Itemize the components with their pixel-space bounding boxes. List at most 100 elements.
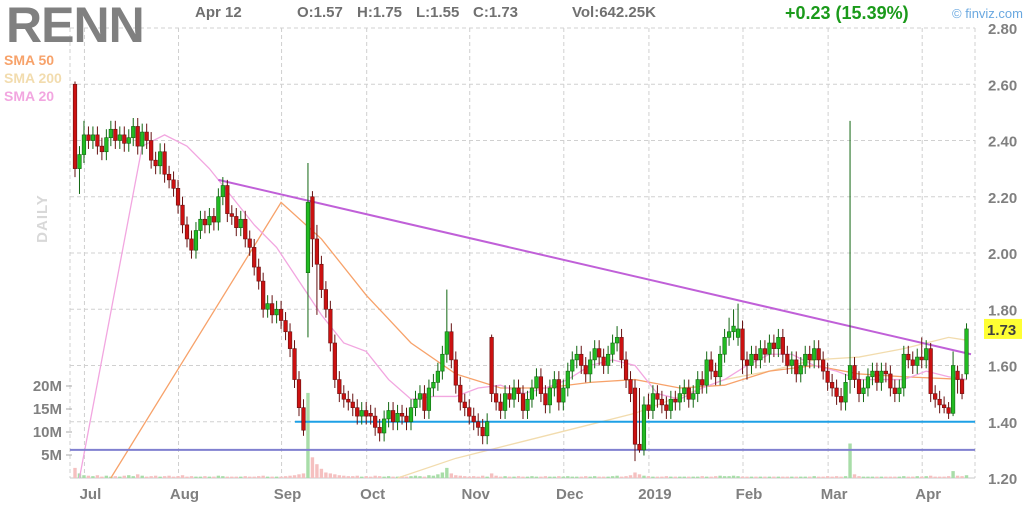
volume-bar bbox=[937, 476, 942, 478]
candle-body bbox=[77, 154, 82, 169]
candle-body bbox=[825, 370, 830, 383]
volume-bar bbox=[588, 476, 592, 478]
candle-body bbox=[184, 224, 190, 240]
candle-body bbox=[149, 140, 154, 161]
candle-body bbox=[749, 353, 754, 366]
volume-bar bbox=[476, 476, 480, 478]
volume-bar bbox=[234, 476, 238, 478]
volume-bar bbox=[960, 476, 964, 478]
candle-body bbox=[117, 134, 122, 141]
volume-bar bbox=[346, 476, 350, 478]
volume-bar bbox=[216, 475, 221, 478]
candle-body bbox=[901, 353, 906, 389]
volume-bar bbox=[920, 476, 924, 478]
candle-body bbox=[373, 415, 378, 428]
candle-body bbox=[417, 393, 423, 400]
volume-bar bbox=[924, 476, 928, 478]
current-price-badge bbox=[984, 318, 1022, 339]
volume-bar bbox=[606, 476, 610, 478]
volume-bar bbox=[691, 476, 695, 478]
open-value: O:1.57 bbox=[297, 4, 343, 21]
volume-bar bbox=[610, 476, 615, 478]
candle-body bbox=[650, 393, 656, 411]
candle-body bbox=[337, 379, 342, 394]
volume-bar bbox=[722, 476, 727, 478]
candle-body bbox=[296, 379, 302, 408]
candle-body bbox=[292, 348, 297, 380]
volume-bar bbox=[592, 476, 597, 478]
volume-bar bbox=[575, 476, 579, 478]
candle-body bbox=[350, 401, 355, 408]
candle-body bbox=[547, 387, 552, 406]
volume-bar bbox=[682, 476, 686, 478]
price-tick-label: 2.40 bbox=[988, 134, 1017, 151]
volume-bar bbox=[727, 476, 731, 478]
candle-body bbox=[287, 331, 293, 349]
volume-bar bbox=[310, 457, 315, 478]
candle-body bbox=[301, 407, 306, 431]
candle-body bbox=[399, 413, 405, 417]
volume-bar bbox=[73, 467, 77, 478]
volume-bar bbox=[808, 476, 812, 478]
volume-bar bbox=[955, 475, 960, 478]
volume-bar bbox=[713, 476, 718, 478]
candle-body bbox=[785, 353, 790, 366]
brand-link[interactable]: © finviz.com bbox=[952, 6, 1023, 21]
volume-bar bbox=[857, 476, 861, 478]
volume-bar bbox=[113, 476, 118, 478]
volume-bar bbox=[382, 476, 386, 478]
price-change: +0.23 (15.39%) bbox=[785, 3, 909, 23]
volume-bar bbox=[153, 475, 158, 478]
volume-bars bbox=[73, 392, 969, 478]
candle-body bbox=[458, 384, 463, 403]
candle-body bbox=[256, 266, 261, 282]
volume-bar bbox=[176, 476, 180, 478]
candle-body bbox=[193, 230, 199, 251]
close-value: C:1.73 bbox=[473, 4, 519, 21]
candle-body bbox=[529, 387, 535, 400]
volume-bar bbox=[306, 392, 310, 478]
volume-bar bbox=[888, 476, 893, 478]
volume-bar bbox=[767, 476, 772, 478]
candle-body bbox=[225, 185, 230, 214]
volume-bar bbox=[718, 475, 722, 478]
candle-body bbox=[606, 353, 611, 366]
current-price-label: 1.73 bbox=[987, 322, 1016, 339]
candle-body bbox=[238, 218, 243, 228]
candle-body bbox=[534, 376, 539, 389]
volume-bar bbox=[534, 476, 539, 478]
volume-bar bbox=[279, 476, 283, 478]
volume-bar bbox=[539, 476, 543, 478]
volume-bar bbox=[731, 475, 736, 478]
volume-bar bbox=[360, 476, 364, 478]
candle-body bbox=[516, 387, 521, 394]
volume-bar bbox=[140, 475, 144, 478]
volume-bar bbox=[127, 475, 131, 478]
candle-body bbox=[709, 359, 714, 372]
volume-bar bbox=[86, 475, 91, 478]
candle-body bbox=[816, 348, 821, 361]
volume-bar bbox=[167, 475, 171, 478]
volume-bar bbox=[144, 476, 149, 478]
volume-bar bbox=[158, 476, 162, 478]
price-tick-label: 2.60 bbox=[988, 77, 1017, 94]
candle-body bbox=[807, 353, 812, 361]
volume-bar bbox=[297, 474, 301, 478]
candle-body bbox=[86, 134, 91, 141]
volume-bar bbox=[906, 476, 910, 478]
month-tick-label: Aug bbox=[170, 486, 199, 503]
volume-bar bbox=[324, 472, 328, 478]
volume-bar bbox=[503, 476, 507, 478]
volume-bar bbox=[507, 476, 512, 478]
candle-body bbox=[552, 379, 557, 389]
candle-body bbox=[140, 131, 145, 147]
candle-body bbox=[641, 404, 647, 451]
candle-body bbox=[104, 137, 109, 153]
volume-bar bbox=[803, 476, 807, 478]
volume-bar bbox=[351, 476, 355, 478]
volume-bar bbox=[619, 476, 624, 478]
candle-body bbox=[171, 179, 176, 189]
candle-body bbox=[915, 356, 920, 366]
candle-body bbox=[310, 196, 315, 240]
